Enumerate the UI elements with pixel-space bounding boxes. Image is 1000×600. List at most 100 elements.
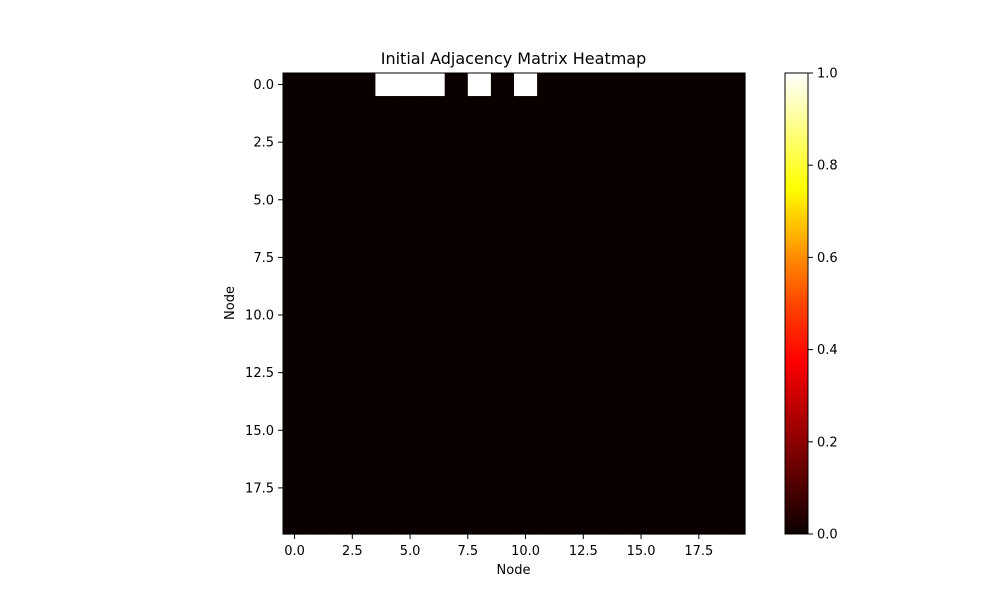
heatmap-cell: [721, 487, 746, 512]
heatmap-cell: [721, 142, 746, 166]
heatmap-cell: [398, 510, 423, 535]
heatmap-cell: [537, 142, 561, 166]
heatmap-cell: [537, 234, 561, 258]
colorbar-tick-label: 0.0: [817, 528, 838, 543]
heatmap-cell: [560, 96, 584, 120]
heatmap-cell: [467, 257, 492, 282]
heatmap-cell: [398, 119, 423, 143]
heatmap-cell: [675, 372, 700, 397]
heatmap-cell: [721, 165, 746, 189]
heatmap-cell: [352, 73, 376, 97]
heatmap-cell: [721, 326, 746, 351]
heatmap-cell: [698, 441, 723, 466]
heatmap-cell: [583, 441, 607, 466]
heatmap-cell: [375, 119, 400, 143]
heatmap-cell: [537, 188, 561, 212]
heatmap-cell: [721, 441, 746, 466]
heatmap-cell: [398, 211, 423, 235]
heatmap-cell: [606, 73, 631, 97]
heatmap-cell: [329, 395, 353, 420]
heatmap-cell: [698, 96, 723, 120]
heatmap-cell: [398, 96, 423, 120]
heatmap-cell: [421, 96, 446, 120]
heatmap-cell: [490, 487, 515, 512]
x-tick-label: 15.0: [627, 544, 656, 559]
colorbar-tick-label: 0.4: [817, 343, 838, 358]
heatmap-cell: [629, 188, 654, 212]
heatmap-cell: [652, 441, 677, 466]
heatmap-cell: [352, 142, 376, 166]
heatmap-cell: [283, 487, 307, 512]
heatmap-cell: [606, 234, 631, 258]
heatmap-cell: [652, 372, 677, 397]
heatmap-cell: [352, 234, 376, 258]
heatmap-cell: [629, 96, 654, 120]
heatmap-cell: [467, 510, 492, 535]
heatmap-cell: [421, 372, 446, 397]
heatmap-cell: [352, 372, 376, 397]
heatmap-cell: [398, 165, 423, 189]
heatmap-cell: [721, 73, 746, 97]
x-tick-label: 7.5: [457, 544, 478, 559]
heatmap-cell: [606, 188, 631, 212]
heatmap-cell: [444, 188, 469, 212]
heatmap-cell: [375, 303, 400, 328]
heatmap-cell: [421, 165, 446, 189]
heatmap-cell: [352, 441, 376, 466]
heatmap-cell: [606, 418, 631, 443]
heatmap-cell: [629, 257, 654, 282]
heatmap-cell: [560, 418, 584, 443]
heatmap-cell: [652, 234, 677, 258]
heatmap-cell: [398, 234, 423, 258]
heatmap-cell: [721, 234, 746, 258]
heatmap-cell: [560, 487, 584, 512]
heatmap-cell: [398, 372, 423, 397]
heatmap-cell: [329, 142, 353, 166]
heatmap-cell: [352, 119, 376, 143]
heatmap-cell: [306, 464, 330, 489]
heatmap-cell: [514, 211, 538, 235]
y-axis-ticks: 0.0 2.5 5.0 7.5 10.0 12.5 15.0 17.5: [245, 78, 283, 496]
heatmap-cell: [583, 188, 607, 212]
heatmap-cell: [537, 257, 561, 282]
colorbar: [784, 72, 809, 535]
heatmap-cell: [329, 165, 353, 189]
heatmap-cell: [421, 326, 446, 351]
heatmap-cell: [306, 165, 330, 189]
heatmap-cell: [514, 73, 538, 97]
heatmap-cell: [352, 395, 376, 420]
x-tick-label: 10.0: [511, 544, 540, 559]
heatmap-cell: [537, 372, 561, 397]
heatmap-cell: [560, 441, 584, 466]
heatmap-cell: [560, 188, 584, 212]
heatmap-cell: [490, 372, 515, 397]
heatmap-cell: [721, 211, 746, 235]
x-tick-label: 2.5: [342, 544, 363, 559]
heatmap-cell: [629, 487, 654, 512]
heatmap-cell: [721, 119, 746, 143]
x-tick-label: 12.5: [569, 544, 598, 559]
heatmap-cell: [490, 257, 515, 282]
heatmap-cell: [329, 510, 353, 535]
heatmap-cell: [583, 349, 607, 374]
heatmap-cell: [490, 96, 515, 120]
y-tick-label: 12.5: [245, 366, 274, 381]
heatmap-cell: [421, 464, 446, 489]
heatmap-cell: [306, 280, 330, 305]
heatmap-cell: [698, 487, 723, 512]
heatmap-cell: [514, 280, 538, 305]
heatmap-cell: [675, 142, 700, 166]
heatmap-cell: [306, 418, 330, 443]
heatmap-cell: [606, 303, 631, 328]
heatmap-cell: [583, 211, 607, 235]
heatmap-cell: [537, 349, 561, 374]
heatmap-cell: [629, 280, 654, 305]
heatmap-cell: [514, 464, 538, 489]
heatmap-cell: [352, 464, 376, 489]
heatmap-cell: [329, 234, 353, 258]
heatmap-cell: [467, 211, 492, 235]
heatmap-cell: [698, 326, 723, 351]
heatmap-cell: [421, 303, 446, 328]
